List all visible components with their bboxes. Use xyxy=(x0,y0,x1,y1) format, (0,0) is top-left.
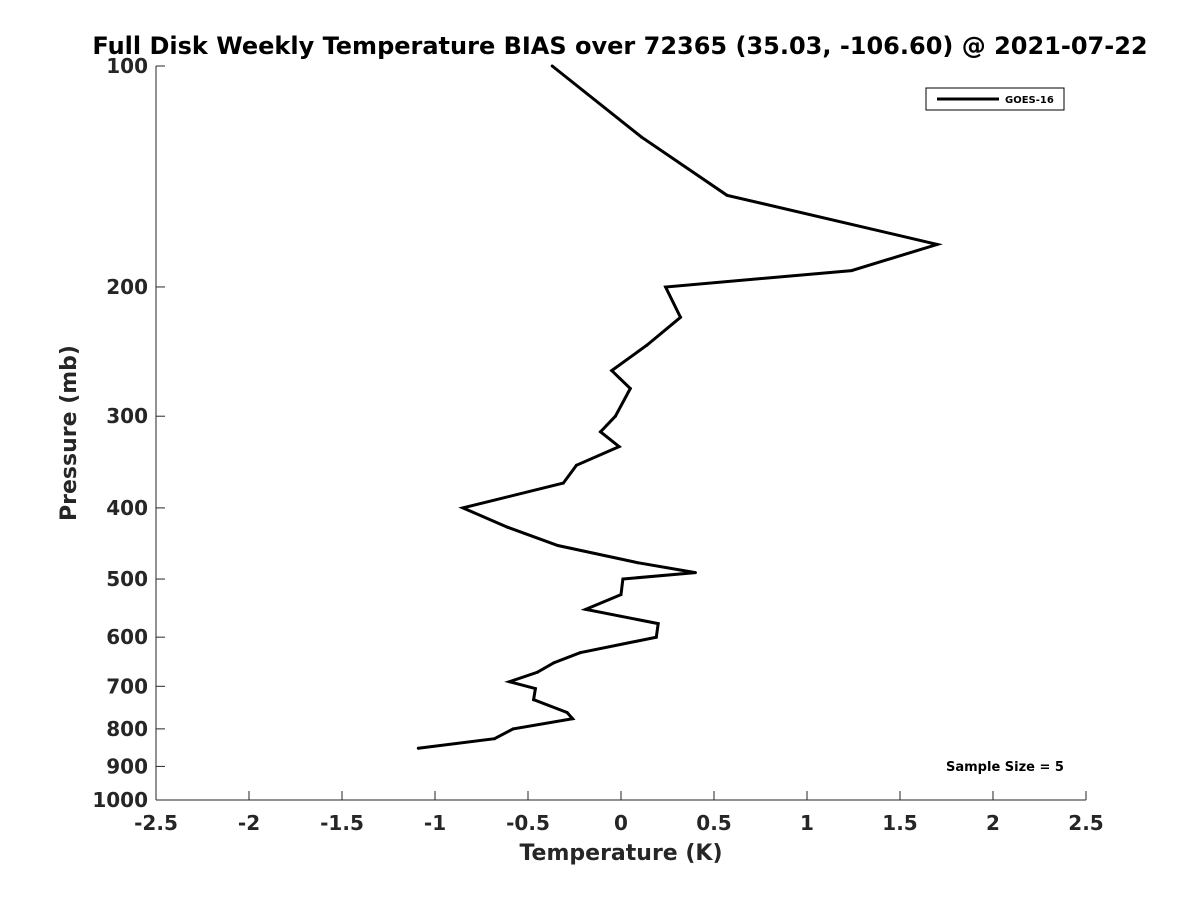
x-tick-label: 2 xyxy=(986,811,1000,835)
y-axis-ticks: 100 200 300 400 500 600 700 800 900 1000 xyxy=(92,54,165,812)
series-point xyxy=(693,571,697,575)
series-point xyxy=(507,680,511,684)
series-point xyxy=(565,711,569,714)
y-axis-label: Pressure (mb) xyxy=(57,345,82,521)
series-point xyxy=(561,481,565,485)
x-tick-label: 2.5 xyxy=(1068,811,1103,835)
plot-area xyxy=(155,66,1086,801)
y-tick-label: 300 xyxy=(106,404,148,428)
series-point xyxy=(621,577,625,581)
x-tick-label: -2.5 xyxy=(134,811,178,835)
series-point xyxy=(416,746,420,750)
sample-size-annotation: Sample Size = 5 xyxy=(946,760,1064,775)
series-point xyxy=(461,506,465,510)
series-point xyxy=(725,193,729,197)
y-tick-label: 600 xyxy=(106,625,148,649)
series-point xyxy=(493,737,496,741)
series-point xyxy=(532,698,536,702)
series-point xyxy=(617,445,621,449)
y-tick-label: 500 xyxy=(106,567,148,591)
series-point xyxy=(550,64,554,68)
x-tick-label: 0 xyxy=(614,811,628,835)
y-tick-label: 700 xyxy=(106,674,148,698)
series-point xyxy=(664,285,668,289)
series-point xyxy=(640,135,643,139)
series-point xyxy=(552,661,556,665)
series-point xyxy=(645,343,649,347)
legend: GOES-16 xyxy=(925,87,1065,111)
x-tick-label: 1.5 xyxy=(882,811,917,835)
y-tick-label: 200 xyxy=(106,275,148,299)
x-tick-label: -2 xyxy=(238,811,260,835)
series-point xyxy=(613,414,617,418)
series-line-goes-16 xyxy=(418,64,943,750)
series-point xyxy=(571,717,575,721)
series-point xyxy=(574,463,578,467)
y-tick-label: 1000 xyxy=(92,788,148,812)
x-tick-label: -1.5 xyxy=(320,811,364,835)
series-point xyxy=(578,651,582,655)
x-axis-ticks: -2.5 -2 -1.5 -1 -0.5 0 0.5 1 1.5 2 2.5 xyxy=(134,791,1104,835)
x-tick-label: -1 xyxy=(424,811,446,835)
series-points xyxy=(416,64,939,750)
series-point xyxy=(654,635,658,639)
x-tick-label: 1 xyxy=(800,811,814,835)
y-tick-label: 900 xyxy=(106,754,148,778)
series-point xyxy=(628,387,632,390)
series-point xyxy=(533,687,537,691)
series-point xyxy=(636,561,640,565)
series-point xyxy=(584,607,588,611)
series-point xyxy=(619,593,623,597)
series-point xyxy=(535,670,539,674)
series-point xyxy=(599,430,602,434)
series-point xyxy=(656,622,660,626)
y-tick-label: 400 xyxy=(106,496,148,520)
y-tick-label: 800 xyxy=(106,717,148,741)
series-point xyxy=(935,242,939,246)
legend-entry-goes-16: GOES-16 xyxy=(1005,95,1054,106)
x-tick-label: -0.5 xyxy=(506,811,550,835)
chart-title: Full Disk Weekly Temperature BIAS over 7… xyxy=(92,32,1147,60)
x-axis-label: Temperature (K) xyxy=(519,841,722,866)
series-point xyxy=(506,525,509,529)
series-point xyxy=(679,315,682,319)
y-tick-label: 100 xyxy=(106,54,148,78)
x-tick-label: 0.5 xyxy=(696,811,731,835)
series-point xyxy=(511,727,515,731)
series-point xyxy=(556,544,560,547)
series-point xyxy=(850,269,854,273)
series-point xyxy=(610,369,614,373)
